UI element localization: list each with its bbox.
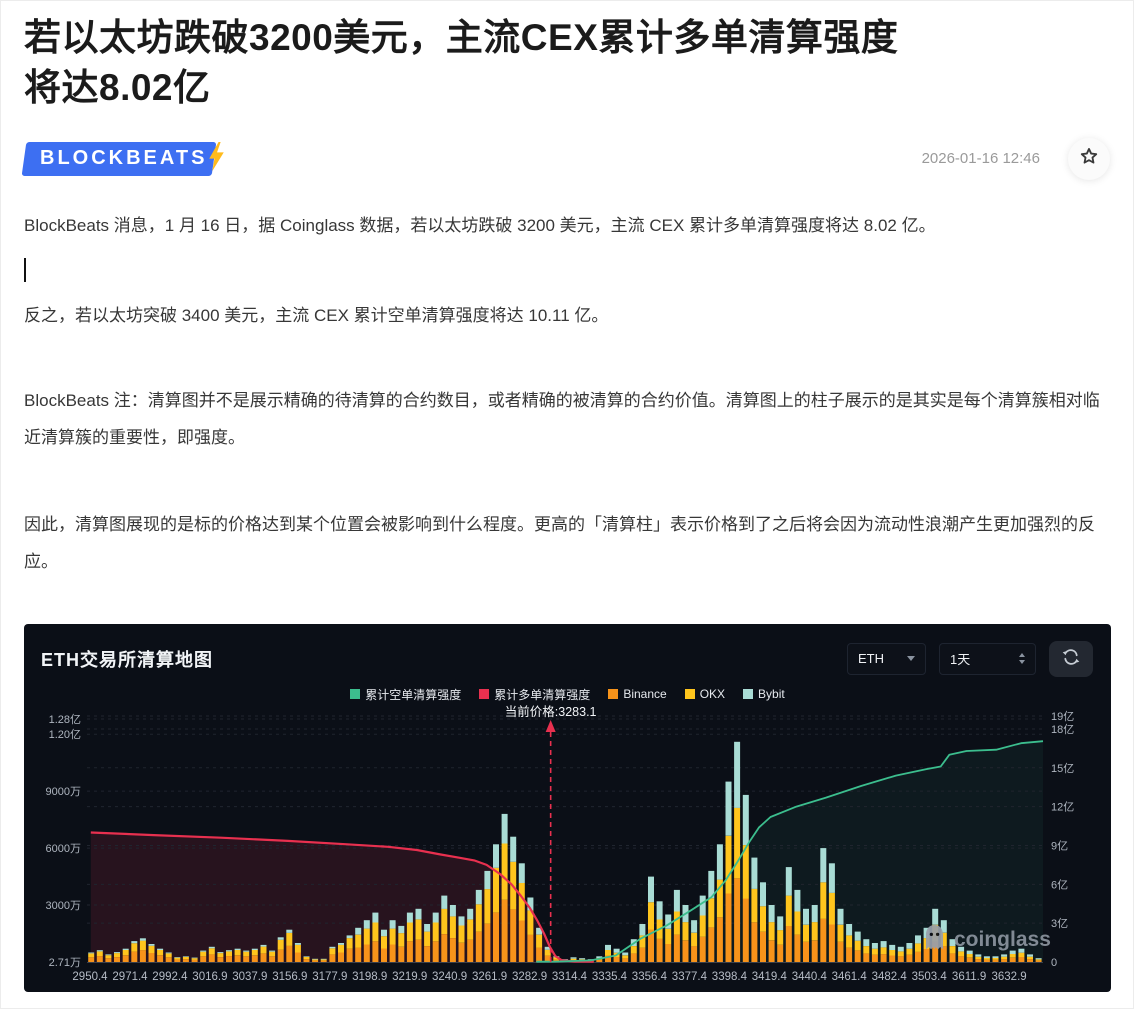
svg-text:3461.4: 3461.4 bbox=[832, 971, 868, 983]
svg-text:9亿: 9亿 bbox=[1051, 839, 1068, 852]
short-liquidation-line bbox=[536, 740, 1044, 963]
svg-text:2.71万: 2.71万 bbox=[49, 957, 81, 969]
svg-text:2971.4: 2971.4 bbox=[112, 971, 148, 983]
interval-select-value: 1天 bbox=[950, 652, 971, 668]
svg-text:3037.9: 3037.9 bbox=[232, 971, 267, 983]
text-cursor bbox=[24, 257, 26, 282]
interval-select[interactable]: 1天 bbox=[939, 642, 1036, 675]
svg-text:3398.4: 3398.4 bbox=[712, 971, 748, 983]
svg-text:2992.4: 2992.4 bbox=[152, 971, 188, 983]
coinglass-watermark-text: coinglass bbox=[954, 928, 1051, 952]
svg-text:3335.4: 3335.4 bbox=[592, 971, 628, 983]
meta-right: 2026-01-16 12:46 bbox=[921, 137, 1110, 180]
chart-legend: 累计空单清算强度 累计多单清算强度 Binance OKX Bybit bbox=[24, 686, 1111, 703]
svg-text:3亿: 3亿 bbox=[1051, 917, 1068, 930]
title-line-2: 将达8.02亿 bbox=[24, 67, 211, 108]
svg-text:3282.9: 3282.9 bbox=[512, 971, 547, 983]
refresh-button[interactable] bbox=[1049, 640, 1093, 677]
legend-item[interactable]: 累计多单清算强度 bbox=[479, 686, 590, 703]
svg-text:3611.9: 3611.9 bbox=[952, 971, 986, 983]
refresh-icon bbox=[1061, 647, 1081, 670]
lightning-bolt-icon bbox=[209, 141, 225, 176]
svg-text:19亿: 19亿 bbox=[1051, 710, 1074, 723]
publish-date: 2026-01-16 12:46 bbox=[921, 150, 1040, 168]
stepper-icon bbox=[1019, 653, 1025, 665]
svg-text:6000万: 6000万 bbox=[46, 843, 81, 855]
legend-item[interactable]: Binance bbox=[608, 687, 667, 702]
legend-swatch bbox=[479, 689, 490, 700]
svg-text:3440.4: 3440.4 bbox=[792, 971, 828, 983]
paragraph-2: 反之，若以太坊突破 3400 美元，主流 CEX 累计空单清算强度将达 10.1… bbox=[24, 305, 609, 325]
liquidation-chart-panel: ETH交易所清算地图 ETH 1天 bbox=[24, 623, 1111, 992]
legend-label: Binance bbox=[623, 687, 667, 702]
paragraph-4: 因此，清算图展现的是标的价格达到某个位置会被影响到什么程度。更高的「清算柱」表示… bbox=[24, 514, 1095, 571]
chart-header: ETH交易所清算地图 ETH 1天 bbox=[41, 640, 1093, 678]
svg-text:3261.9: 3261.9 bbox=[472, 971, 507, 983]
svg-text:3156.9: 3156.9 bbox=[272, 971, 307, 983]
svg-text:2950.4: 2950.4 bbox=[72, 971, 108, 983]
svg-text:1.20亿: 1.20亿 bbox=[49, 728, 81, 741]
star-icon bbox=[1078, 146, 1100, 171]
coinglass-ghost-icon bbox=[922, 924, 947, 957]
page-title: 若以太坊跌破3200美元，主流CEX累计多单清算强度 将达8.02亿 bbox=[24, 13, 1110, 113]
legend-label: OKX bbox=[699, 687, 726, 702]
svg-text:3503.4: 3503.4 bbox=[912, 971, 948, 983]
legend-item[interactable]: 累计空单清算强度 bbox=[350, 686, 461, 703]
svg-text:3419.4: 3419.4 bbox=[752, 971, 788, 983]
chevron-down-icon bbox=[907, 656, 915, 662]
chart-controls: ETH 1天 bbox=[847, 640, 1093, 677]
short-area bbox=[536, 740, 1043, 962]
bars-group bbox=[88, 741, 1042, 962]
legend-swatch bbox=[350, 689, 361, 700]
svg-text:3356.4: 3356.4 bbox=[632, 971, 668, 983]
long-area bbox=[90, 832, 594, 962]
legend-item[interactable]: OKX bbox=[684, 687, 726, 702]
svg-text:3314.4: 3314.4 bbox=[552, 971, 588, 983]
svg-text:3632.9: 3632.9 bbox=[992, 971, 1027, 983]
legend-label: 累计空单清算强度 bbox=[365, 687, 462, 702]
paragraph-1: BlockBeats 消息，1 月 16 日，据 Coinglass 数据，若以… bbox=[24, 215, 936, 235]
legend-swatch bbox=[743, 689, 754, 700]
x-axis-labels: 2950.4 2971.4 2992.4 3016.9 3037.9 3156.9 3177… bbox=[72, 971, 1026, 983]
svg-text:1.28亿: 1.28亿 bbox=[49, 713, 81, 726]
legend-swatch bbox=[684, 689, 695, 700]
svg-text:3016.9: 3016.9 bbox=[192, 971, 227, 983]
favorite-button[interactable] bbox=[1068, 137, 1110, 180]
blockbeats-logo[interactable]: BLOCKBEATS bbox=[24, 141, 228, 176]
svg-text:3198.9: 3198.9 bbox=[352, 971, 387, 983]
meta-row: BLOCKBEATS 2026-01-16 12:46 bbox=[24, 137, 1110, 180]
coin-select[interactable]: ETH bbox=[847, 642, 926, 675]
coin-select-value: ETH bbox=[858, 651, 884, 667]
svg-text:3000万: 3000万 bbox=[46, 900, 81, 912]
current-price-label: 当前价格:3283.1 bbox=[505, 704, 597, 719]
legend-label: 累计多单清算强度 bbox=[494, 687, 591, 702]
svg-text:0: 0 bbox=[1051, 957, 1057, 969]
svg-text:6亿: 6亿 bbox=[1051, 878, 1068, 891]
coinglass-watermark: coinglass bbox=[922, 924, 1051, 957]
long-liquidation-line bbox=[90, 831, 594, 963]
svg-text:3240.9: 3240.9 bbox=[432, 971, 467, 983]
svg-text:12亿: 12亿 bbox=[1051, 800, 1074, 813]
legend-swatch bbox=[608, 689, 619, 700]
legend-item[interactable]: Bybit bbox=[743, 687, 785, 701]
svg-text:3377.4: 3377.4 bbox=[672, 971, 708, 983]
paragraph-3: BlockBeats 注：清算图并不是展示精确的待清算的合约数目，或者精确的被清… bbox=[24, 390, 1100, 447]
svg-text:3177.9: 3177.9 bbox=[312, 971, 347, 983]
svg-text:18亿: 18亿 bbox=[1051, 723, 1074, 736]
svg-text:9000万: 9000万 bbox=[46, 786, 81, 798]
title-line-1: 若以太坊跌破3200美元，主流CEX累计多单清算强度 bbox=[24, 17, 899, 58]
chart-title: ETH交易所清算地图 bbox=[41, 649, 213, 670]
svg-text:3219.9: 3219.9 bbox=[392, 971, 427, 983]
article-page: 若以太坊跌破3200美元，主流CEX累计多单清算强度 将达8.02亿 BLOCK… bbox=[1, 13, 1133, 992]
blockbeats-logo-text: BLOCKBEATS bbox=[40, 147, 208, 170]
svg-text:3482.4: 3482.4 bbox=[872, 971, 908, 983]
svg-text:15亿: 15亿 bbox=[1051, 762, 1074, 775]
legend-label: Bybit bbox=[758, 687, 785, 702]
current-price-arrow bbox=[545, 719, 556, 732]
